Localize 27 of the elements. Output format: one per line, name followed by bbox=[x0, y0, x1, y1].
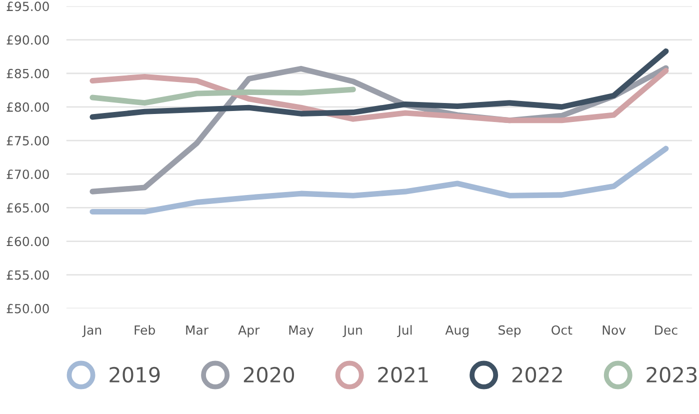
y-tick-label: £60.00 bbox=[6, 236, 49, 246]
legend-label: 2019 bbox=[110, 366, 160, 383]
y-tick-label: £80.00 bbox=[6, 102, 49, 112]
y-tick-label: £75.00 bbox=[6, 136, 49, 146]
y-tick-label: £70.00 bbox=[6, 170, 49, 180]
y-tick-label: £65.00 bbox=[6, 203, 49, 213]
y-tick-label: £95.00 bbox=[6, 2, 49, 12]
x-tick-label: Nov bbox=[602, 325, 626, 335]
x-tick-label: Sep bbox=[498, 325, 521, 338]
legend-label: 2023 bbox=[646, 366, 697, 383]
x-tick-label: Aug bbox=[445, 325, 468, 338]
y-tick-label: £55.00 bbox=[6, 270, 49, 280]
x-tick-label: Oct bbox=[552, 325, 572, 335]
x-tick-label: May bbox=[289, 325, 314, 338]
x-tick-label: Jul bbox=[397, 325, 412, 338]
x-tick-label: Jun bbox=[342, 325, 362, 338]
x-tick-label: Jan bbox=[82, 325, 102, 338]
legend-label: 2022 bbox=[512, 366, 562, 383]
x-tick-label: Mar bbox=[186, 325, 209, 335]
x-tick-label: Dec bbox=[655, 325, 678, 335]
legend-label: 2021 bbox=[378, 366, 428, 383]
x-tick-label: Feb bbox=[134, 325, 155, 335]
y-tick-label: £50.00 bbox=[6, 304, 49, 314]
y-tick-label: £85.00 bbox=[6, 68, 49, 78]
legend-label: 2020 bbox=[244, 366, 294, 383]
x-tick-label: Apr bbox=[238, 325, 260, 338]
y-tick-label: £90.00 bbox=[6, 35, 49, 45]
